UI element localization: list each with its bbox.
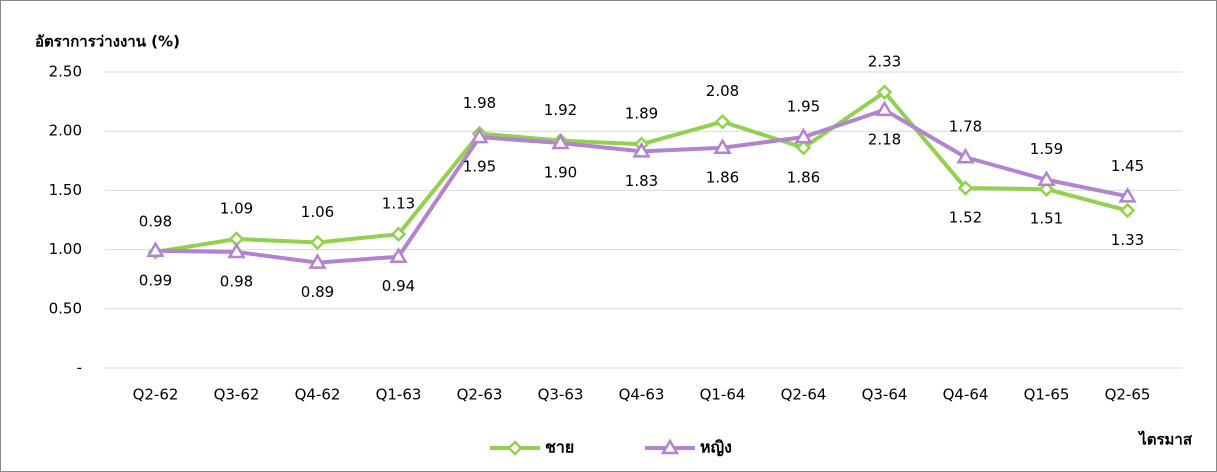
x-tick-label: Q2-63 xyxy=(457,386,503,404)
data-point xyxy=(1037,170,1056,186)
x-tick-label: Q4-62 xyxy=(295,386,341,404)
data-label: 0.94 xyxy=(382,277,415,295)
data-label: 0.89 xyxy=(301,283,334,301)
x-tick-label: Q1-64 xyxy=(700,386,746,404)
data-point xyxy=(551,133,570,150)
data-label: 2.18 xyxy=(868,130,901,148)
x-tick-label: Q2-62 xyxy=(133,386,179,404)
data-label: 1.52 xyxy=(949,209,982,227)
data-point xyxy=(470,127,489,144)
x-tick-label: Q4-63 xyxy=(619,386,665,404)
y-tick-label: 2.00 xyxy=(49,122,82,140)
data-label: 0.98 xyxy=(220,272,253,290)
data-label: 1.86 xyxy=(706,168,739,186)
data-point xyxy=(308,253,327,269)
legend-marker xyxy=(507,440,523,456)
y-tick-label: 2.50 xyxy=(49,63,82,81)
data-point xyxy=(956,147,975,164)
data-point xyxy=(390,226,407,242)
legend-label: หญิง xyxy=(700,438,732,458)
data-label: 2.33 xyxy=(868,53,901,71)
x-axis-title: ไตรมาส xyxy=(1137,430,1193,449)
x-tick-label: Q2-64 xyxy=(781,386,827,404)
data-point xyxy=(794,127,813,144)
data-label: 1.90 xyxy=(544,164,577,182)
data-point xyxy=(389,247,408,263)
data-label: 1.98 xyxy=(463,94,496,112)
data-label: 2.08 xyxy=(706,82,739,100)
data-label: 1.59 xyxy=(1030,140,1063,158)
data-point xyxy=(309,234,326,251)
data-point xyxy=(1119,202,1136,219)
x-tick-label: Q4-64 xyxy=(943,386,989,404)
x-tick-label: Q3-62 xyxy=(214,386,260,404)
data-point xyxy=(1038,181,1055,197)
data-label: 1.13 xyxy=(382,195,415,213)
data-label: 1.09 xyxy=(220,199,253,217)
y-tick-label: - xyxy=(77,359,82,377)
y-tick-label: 1.00 xyxy=(49,240,82,258)
data-point xyxy=(714,113,731,130)
x-tick-label: Q1-65 xyxy=(1024,386,1070,404)
data-label: 1.95 xyxy=(463,158,496,176)
data-label: 0.99 xyxy=(139,271,172,289)
x-tick-label: Q2-65 xyxy=(1105,386,1151,404)
data-label: 0.98 xyxy=(139,212,172,230)
data-point xyxy=(795,140,812,156)
legend-marker xyxy=(660,438,680,455)
data-label: 1.83 xyxy=(625,172,658,190)
data-point xyxy=(957,180,974,196)
data-point xyxy=(1118,186,1137,203)
data-label: 1.51 xyxy=(1030,210,1063,228)
y-tick-label: 0.50 xyxy=(49,299,82,317)
data-label: 1.06 xyxy=(301,203,334,221)
data-label: 1.92 xyxy=(544,101,577,119)
data-label: 1.45 xyxy=(1111,157,1144,175)
data-label: 1.89 xyxy=(625,105,658,123)
x-tick-label: Q1-63 xyxy=(376,386,422,404)
data-label: 1.33 xyxy=(1111,231,1144,249)
x-tick-label: Q3-63 xyxy=(538,386,584,404)
data-label: 1.86 xyxy=(787,168,820,186)
data-point xyxy=(146,241,165,258)
data-point xyxy=(876,84,893,100)
data-label: 1.78 xyxy=(949,118,982,136)
data-point xyxy=(227,242,246,259)
data-point xyxy=(632,141,651,158)
y-tick-label: 1.50 xyxy=(49,181,82,199)
data-point xyxy=(713,138,732,155)
legend-label: ชาย xyxy=(545,438,574,457)
x-tick-label: Q3-64 xyxy=(862,386,908,404)
y-axis-title: อัตราการว่างงาน (%) xyxy=(35,33,180,51)
data-point xyxy=(875,100,894,117)
data-label: 1.95 xyxy=(787,98,820,116)
